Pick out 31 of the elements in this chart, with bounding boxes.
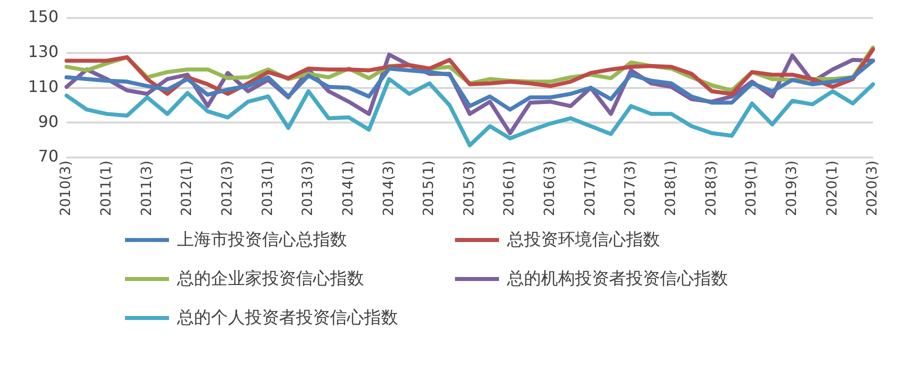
x-tick-label: 2019(3) [784,160,800,216]
x-tick-label: 2014(3) [380,160,397,216]
x-tick-label: 2020(3) [864,160,881,216]
x-tick-label: 2013(1) [260,160,276,216]
y-tick-label: 70 [38,146,59,166]
x-tick-label: 2018(3) [703,160,720,216]
x-tick-label: 2017(1) [582,160,598,216]
legend-label: 上海市投资信心总指数 [177,229,347,251]
y-tick-label: 130 [28,42,59,62]
x-tick-label: 2020(1) [824,160,840,216]
x-tick-label: 2015(3) [461,160,478,216]
legend-label: 总的机构投资者投资信心指数 [507,268,728,290]
x-tick-label: 2016(3) [542,160,558,216]
y-tick-label: 110 [28,76,59,96]
legend-label: 总的个人投资者投资信心指数 [177,307,398,329]
x-tick-label: 2013(3) [300,160,316,216]
x-tick-label: 2014(1) [340,160,356,216]
legend-label: 总的企业家投资信心指数 [177,268,364,290]
x-tick-label: 2011(1) [98,160,115,216]
x-tick-label: 2018(1) [663,160,680,216]
y-tick-label: 90 [38,112,59,131]
x-tick-label: 2015(1) [421,160,438,216]
x-tick-label: 2019(1) [744,160,760,216]
x-tick-label: 2010(3) [58,160,74,216]
x-tick-label: 2017(3) [622,160,639,216]
y-tick-label: 150 [28,7,59,26]
x-tick-label: 2012(1) [179,160,196,216]
x-tick-label: 2011(3) [138,160,155,216]
legend-label: 总投资环境信心指数 [507,229,660,251]
x-tick-label: 2016(1) [502,160,518,216]
x-tick-label: 2012(3) [219,160,236,216]
